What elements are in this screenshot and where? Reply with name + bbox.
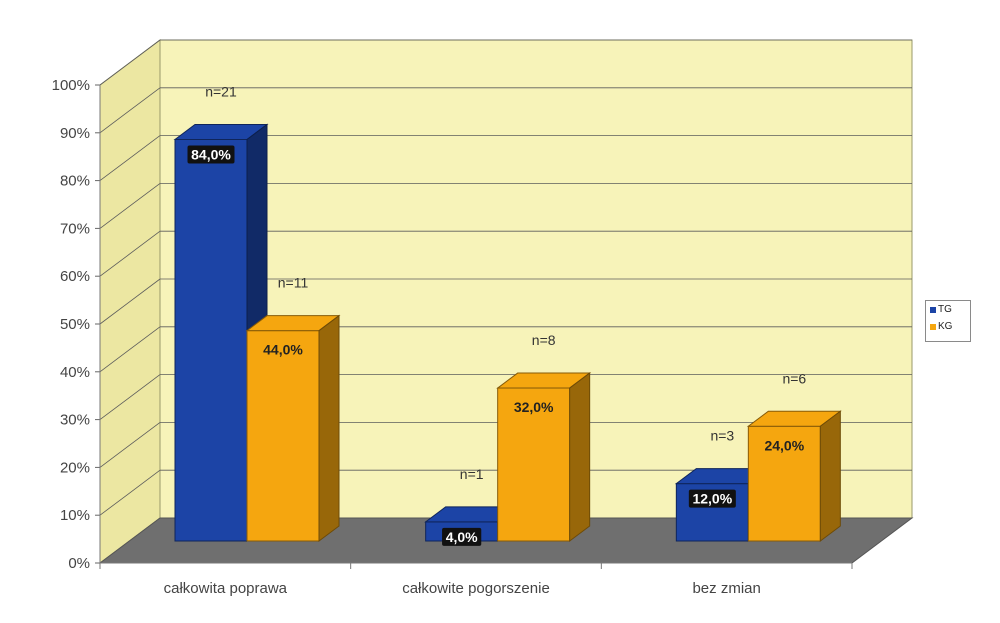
gridline-side (99, 374, 161, 420)
x-tick-label: całkowite pogorszenie (402, 580, 550, 597)
data-label: 44,0% (263, 342, 303, 358)
bar-side-kg (819, 410, 841, 542)
bar-tg (174, 138, 248, 542)
gridline-side (99, 278, 161, 325)
legend-swatch-kg (930, 323, 936, 330)
gridline-side (99, 422, 161, 468)
count-label: n=21 (205, 83, 237, 99)
bar-side-kg (318, 314, 340, 542)
gridline-side (99, 39, 161, 86)
y-tick-label: 10% (60, 507, 90, 524)
y-tick-label: 0% (68, 555, 90, 572)
x-tick-label: całkowita poprawa (164, 580, 288, 597)
y-tick-label: 60% (60, 268, 90, 285)
y-tick-label: 100% (52, 77, 90, 94)
count-label: n=8 (532, 332, 556, 348)
data-label-bg (442, 527, 482, 546)
chart-legend: TG KG (925, 300, 971, 342)
data-label: 12,0% (692, 491, 732, 507)
legend-swatch-tg (930, 306, 936, 313)
gridline-side (99, 183, 161, 229)
x-tick-label: bez zmian (692, 580, 760, 597)
y-tick-label: 30% (60, 412, 90, 429)
legend-item-kg: KG (926, 318, 970, 335)
y-tick-label: 80% (60, 173, 90, 190)
count-label: n=3 (710, 428, 734, 444)
gridline-side (99, 469, 161, 516)
gridline-side (99, 135, 161, 181)
gridline-side (99, 326, 161, 373)
legend-item-tg: TG (926, 301, 970, 318)
y-tick-label: 20% (60, 459, 90, 476)
bar-kg (497, 387, 571, 542)
data-label-bg (187, 145, 235, 164)
gridline-side (99, 87, 161, 134)
data-label-bg (688, 489, 736, 508)
legend-label-kg: KG (938, 321, 953, 332)
data-label: 24,0% (764, 437, 804, 453)
count-label: n=6 (782, 370, 806, 386)
data-label: 32,0% (514, 399, 554, 415)
count-label: n=11 (278, 275, 309, 291)
bar-side-kg (569, 372, 591, 542)
data-label: 84,0% (191, 146, 231, 162)
data-label: 4,0% (446, 529, 478, 545)
gridline-side (99, 230, 161, 277)
y-tick-label: 50% (60, 316, 90, 333)
y-tick-label: 40% (60, 364, 90, 381)
y-tick-label: 70% (60, 220, 90, 237)
legend-label-tg: TG (938, 304, 952, 315)
bar-kg (246, 330, 320, 542)
count-label: n=1 (460, 466, 484, 482)
y-tick-label: 90% (60, 125, 90, 142)
